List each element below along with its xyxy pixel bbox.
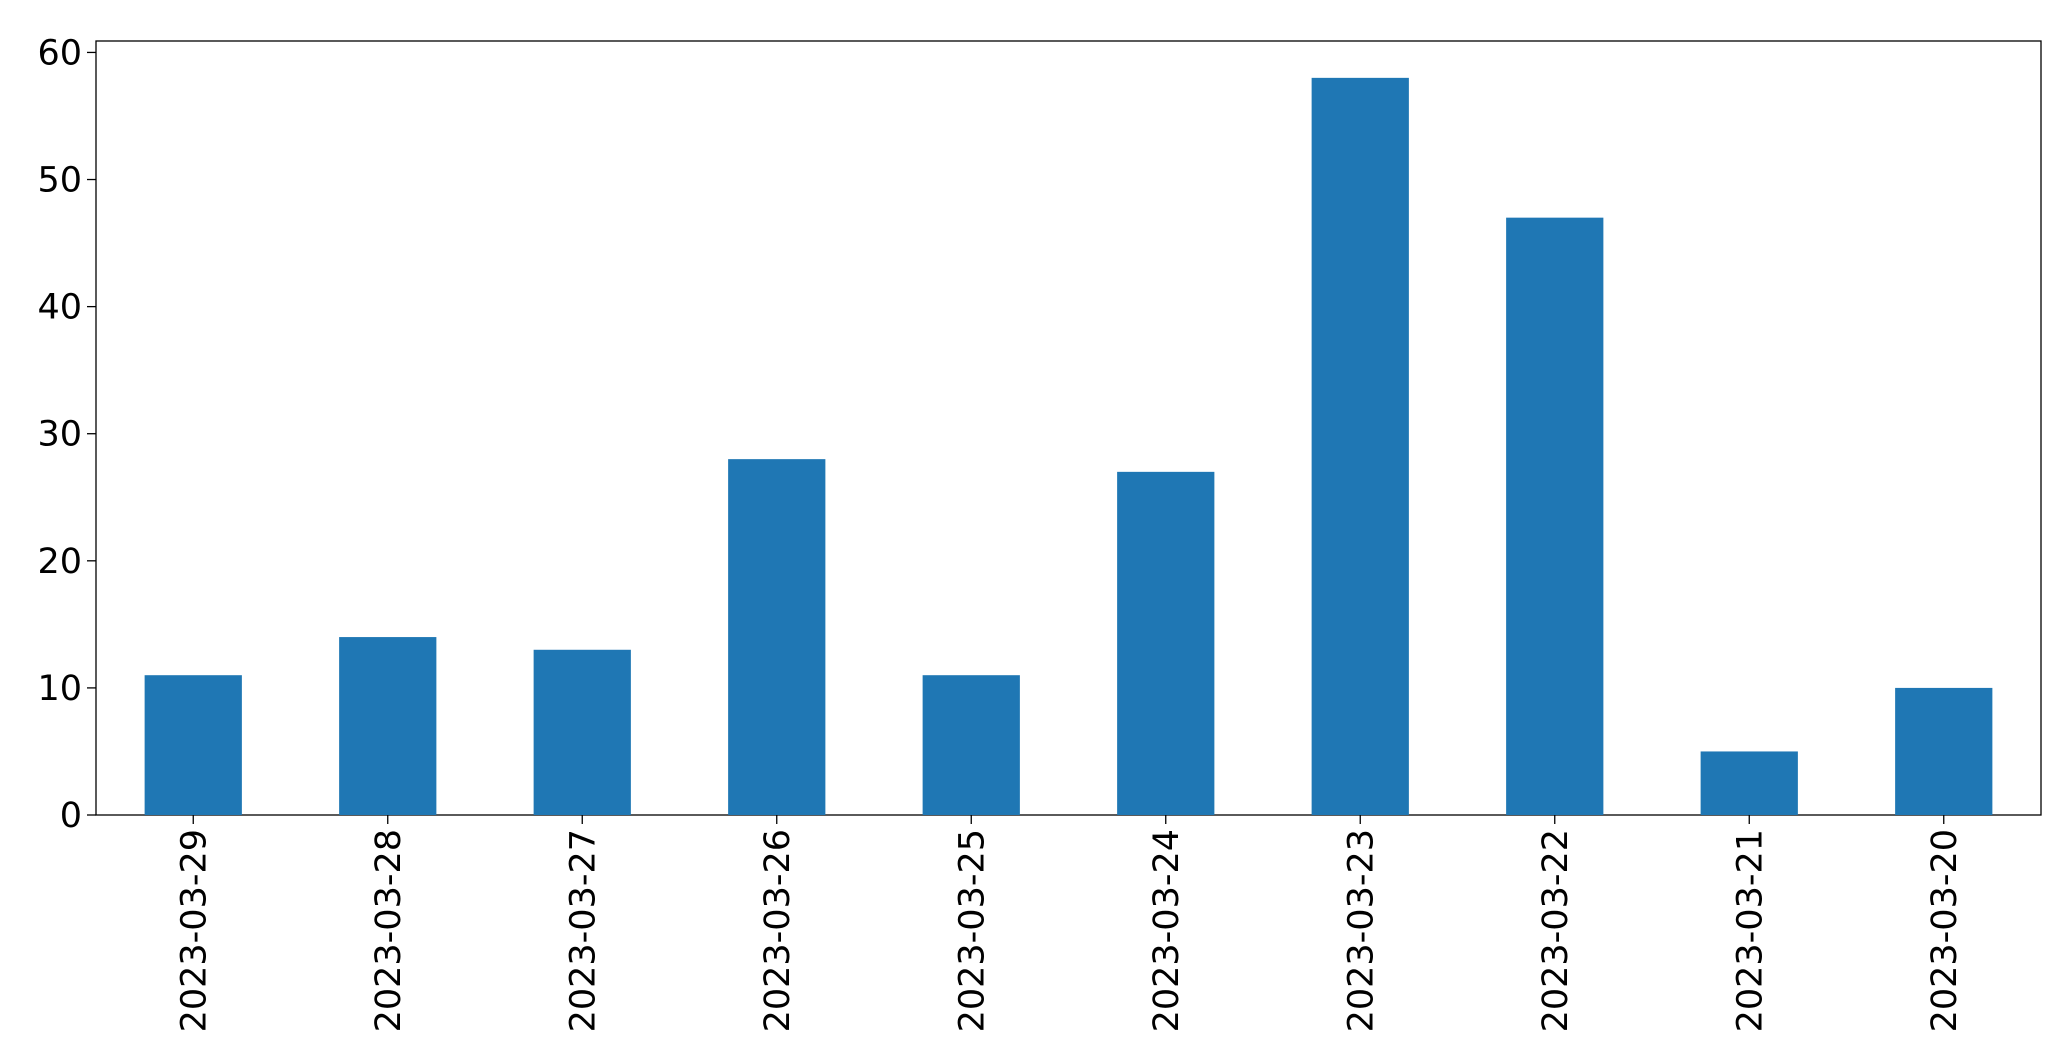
y-tick-label: 20 (37, 542, 82, 582)
x-tick-label: 2023-03-29 (174, 829, 214, 1032)
x-tick-label: 2023-03-27 (563, 829, 603, 1032)
y-tick-label: 40 (37, 288, 82, 328)
bar (339, 637, 437, 815)
x-tick-label: 2023-03-26 (758, 829, 798, 1032)
x-tick-label: 2023-03-23 (1341, 829, 1381, 1032)
y-tick-label: 0 (60, 796, 82, 836)
y-tick-label: 50 (37, 161, 82, 201)
bar (533, 649, 631, 815)
x-tick-label: 2023-03-21 (1730, 829, 1770, 1032)
bar (728, 459, 826, 815)
y-tick-label: 10 (37, 669, 82, 709)
bar (1895, 687, 1993, 815)
bar (922, 675, 1020, 815)
x-tick-label: 2023-03-25 (952, 829, 992, 1032)
y-tick-label: 60 (37, 33, 82, 73)
bar (1700, 751, 1798, 815)
x-tick-label: 2023-03-24 (1147, 829, 1187, 1032)
bar (1506, 217, 1604, 815)
bar (144, 675, 242, 815)
x-tick-label: 2023-03-20 (1925, 829, 1965, 1032)
bar (1311, 77, 1409, 816)
x-tick-label: 2023-03-22 (1536, 829, 1576, 1032)
bar (1117, 471, 1215, 815)
plot-frame (95, 40, 2042, 816)
y-tick-label: 30 (37, 415, 82, 455)
x-tick-label: 2023-03-28 (369, 829, 409, 1032)
